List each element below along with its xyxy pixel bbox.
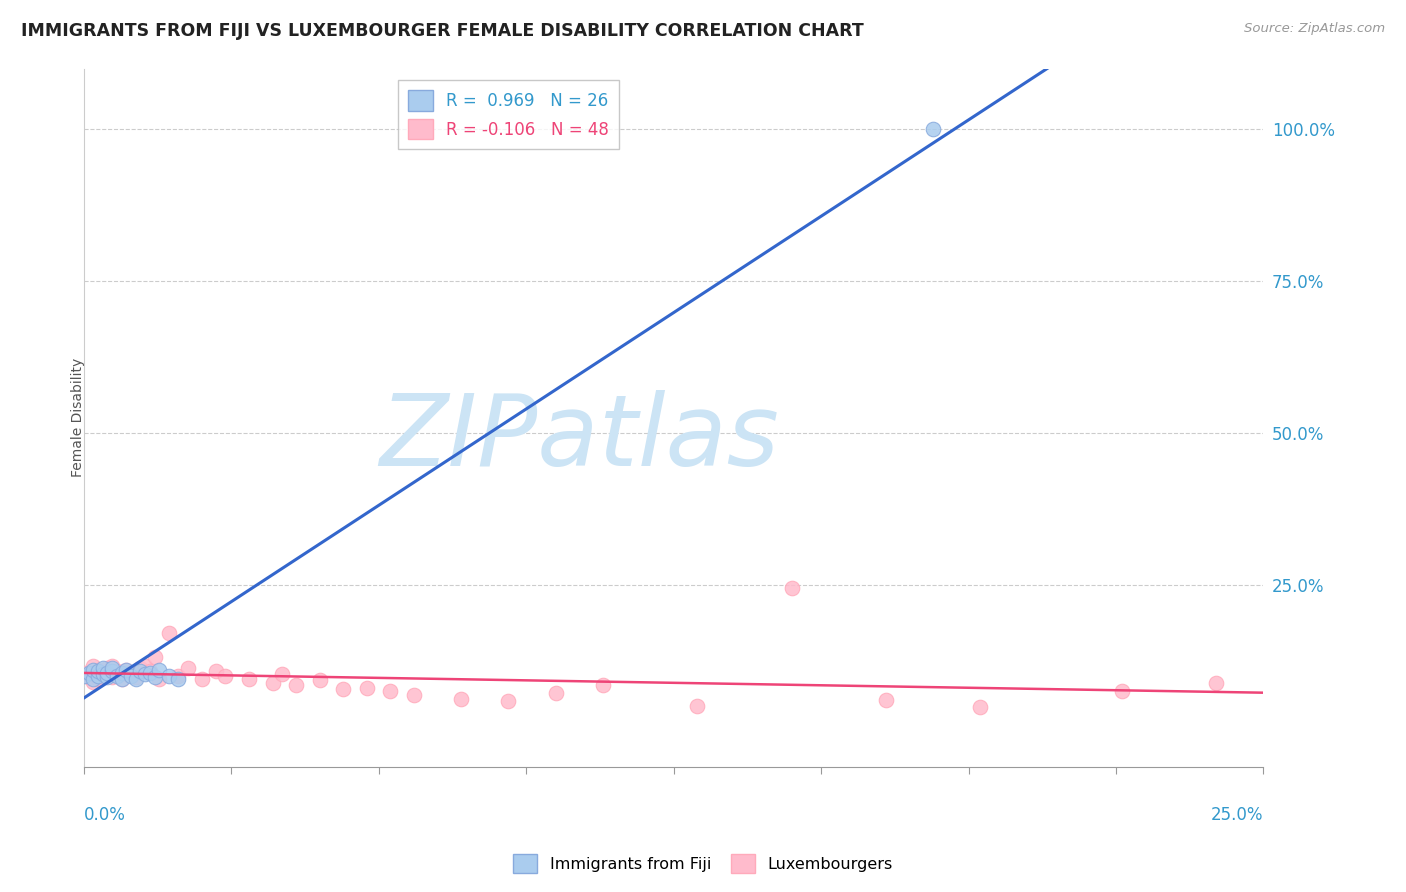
Point (139, 665, 162, 680)
Point (157, 626, 180, 640)
Point (77, 665, 100, 680)
Point (73, 665, 96, 680)
Text: 25.0%: 25.0% (1211, 806, 1264, 824)
Point (82, 663, 104, 677)
Point (105, 668, 128, 682)
Point (875, 693, 897, 707)
Legend: R =  0.969   N = 26, R = -0.106   N = 48: R = 0.969 N = 26, R = -0.106 N = 48 (398, 80, 619, 149)
Point (101, 659, 124, 673)
Point (1111, 683, 1133, 698)
Point (96, 667, 118, 681)
Point (129, 664, 152, 678)
Text: 0.0%: 0.0% (84, 806, 125, 824)
Point (105, 664, 128, 678)
Point (157, 668, 180, 682)
Point (285, 678, 308, 692)
Point (544, 685, 567, 699)
Text: IMMIGRANTS FROM FIJI VS LUXEMBOURGER FEMALE DISABILITY CORRELATION CHART: IMMIGRANTS FROM FIJI VS LUXEMBOURGER FEM… (21, 22, 863, 40)
Point (686, 698, 709, 713)
Point (110, 672, 132, 686)
Point (96, 670, 118, 684)
Point (592, 678, 614, 692)
Point (115, 663, 138, 677)
Point (134, 659, 156, 673)
Point (120, 668, 142, 682)
Point (969, 700, 991, 714)
Point (271, 667, 294, 681)
Point (380, 683, 402, 698)
Point (91, 667, 114, 681)
Point (129, 661, 152, 675)
Point (238, 672, 260, 686)
Point (73, 668, 96, 682)
Point (332, 681, 354, 696)
Point (498, 694, 520, 708)
Point (87, 668, 110, 682)
Y-axis label: Female Disability: Female Disability (72, 358, 86, 477)
Point (96, 665, 118, 680)
Point (167, 668, 190, 682)
Point (96, 661, 118, 675)
Point (101, 670, 124, 684)
Point (190, 672, 212, 686)
Point (176, 661, 198, 675)
Point (82, 672, 104, 686)
Point (148, 663, 170, 677)
Point (125, 670, 148, 684)
Point (115, 667, 138, 681)
Point (134, 667, 156, 681)
Point (91, 661, 114, 675)
Point (148, 672, 170, 686)
Point (262, 676, 284, 690)
Point (308, 673, 330, 688)
Point (139, 664, 162, 678)
Point (101, 661, 124, 675)
Point (110, 665, 132, 680)
Point (101, 664, 124, 678)
Point (120, 665, 142, 680)
Point (77, 670, 100, 684)
Point (82, 659, 104, 673)
Point (167, 672, 190, 686)
Text: ZIPatlas: ZIPatlas (380, 390, 779, 487)
Point (214, 668, 236, 682)
Point (105, 668, 128, 682)
Point (110, 672, 132, 686)
Point (82, 674, 104, 689)
Point (780, 581, 803, 595)
Point (356, 681, 378, 695)
Point (115, 663, 138, 677)
Point (143, 670, 166, 684)
Point (87, 663, 110, 677)
Point (143, 650, 166, 665)
Point (450, 691, 472, 706)
Point (1205, 676, 1227, 690)
Point (91, 664, 114, 678)
Text: Source: ZipAtlas.com: Source: ZipAtlas.com (1244, 22, 1385, 36)
Point (922, 122, 945, 136)
Point (87, 672, 110, 686)
Point (87, 664, 110, 678)
Point (125, 672, 148, 686)
Point (404, 688, 426, 702)
Point (205, 664, 228, 678)
Legend: Immigrants from Fiji, Luxembourgers: Immigrants from Fiji, Luxembourgers (508, 847, 898, 880)
